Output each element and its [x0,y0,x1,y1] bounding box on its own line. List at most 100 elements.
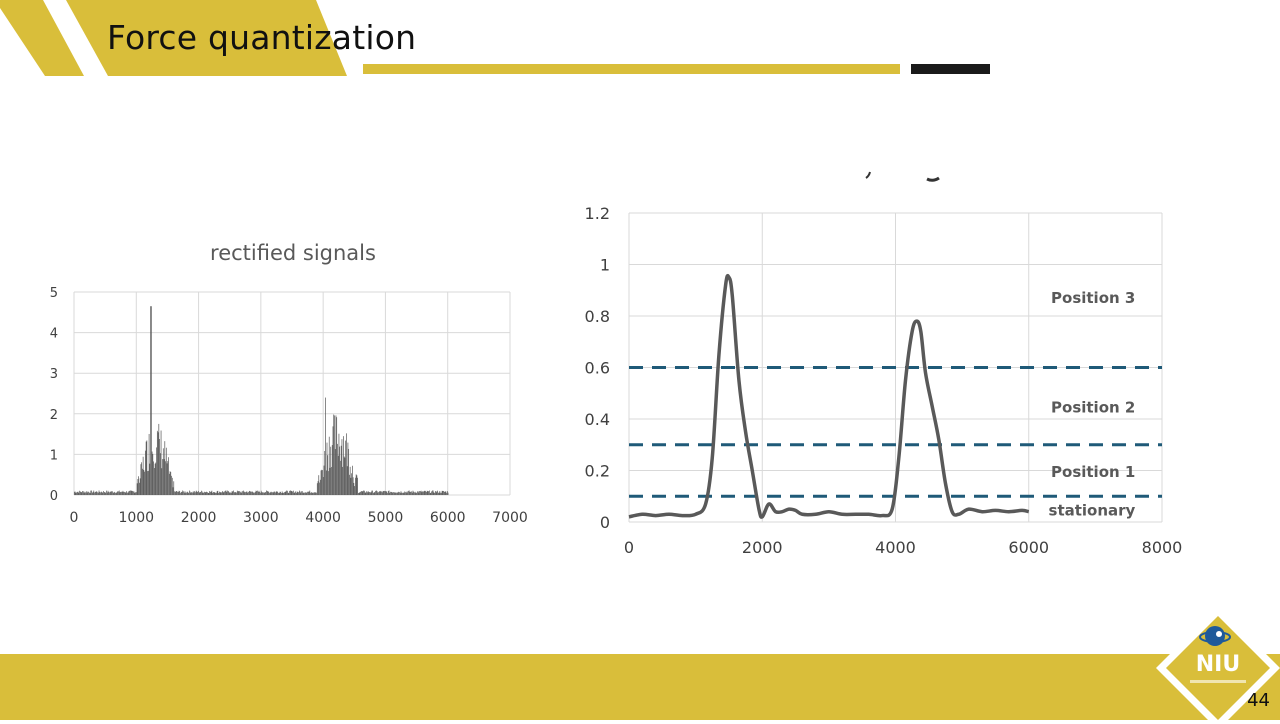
chart1-bar [88,491,89,495]
chart1-bar [111,491,113,495]
chart1-bar [426,490,428,495]
chart1-bar [186,491,188,495]
chart1-bar [183,492,185,495]
chart1-bar [181,491,183,495]
chart1-bar [251,491,253,495]
chart1-bar [319,479,321,495]
chart1-bar [356,475,358,495]
chart1-bar [372,490,373,495]
chart1-bar [307,491,309,495]
chart1-bar [419,491,421,495]
chart1-bar [296,491,298,495]
chart1-bar [127,492,128,495]
chart1-bar [438,492,440,495]
chart1-bar [425,491,427,495]
chart1-bar [272,492,274,495]
chart1-bar [94,491,96,495]
chart1-bar [281,491,283,495]
chart1-bar [103,491,104,495]
chart1-bar [125,492,127,495]
chart1-bar [155,462,157,495]
chart1-bar [434,492,435,495]
chart1-bar [114,491,116,495]
chart1-bar [249,491,251,495]
chart1-bar [98,490,100,495]
chart1-bar [409,492,411,495]
chart1-bar [162,448,164,495]
chart1-bar [174,492,176,495]
chart1-bar [226,492,228,495]
chart1-bar [299,491,301,495]
chart1-bar [352,477,354,495]
chart1-bar [262,492,264,495]
chart1-bar [148,433,150,495]
chart1-bar [335,415,337,495]
chart2-region-label: Position 2 [1051,398,1135,416]
chart1-bar [387,491,389,495]
chart1-bar [224,490,226,495]
chart1-bar [269,492,270,495]
chart1-bar [199,492,201,495]
chart1-bar [127,492,129,495]
chart1-bar [367,490,369,495]
chart1-bar [312,492,314,495]
chart1-bar [319,482,320,495]
chart1-bar [252,492,254,495]
chart1-bar [325,397,326,495]
chart1-bar [324,451,326,495]
chart1-bar [235,492,237,495]
chart1-bar [385,491,387,495]
chart1-bar [113,492,115,495]
chart1-bar [122,490,124,495]
chart1-bar [184,491,186,495]
chart1-bar [198,490,199,495]
chart1-bar [219,492,221,495]
chart1-ytick-label: 2 [50,408,58,423]
chart1-ytick-label: 0 [50,489,58,504]
chart1-bar [147,470,149,495]
chart1-bar [303,492,305,495]
chart1-bar [267,491,269,495]
chart1-bar [134,492,136,495]
chart1-bar [144,471,145,495]
chart1-bar [443,491,445,495]
chart1-bar [423,491,424,495]
chart1-bar [443,490,444,495]
chart1-bar [290,490,291,495]
chart1-bar [216,491,218,495]
chart1-bar [118,490,120,495]
chart1-bar [121,491,123,495]
chart1-bar [237,491,239,495]
chart1-bar [281,493,282,495]
chart1-bar [270,492,272,495]
chart1-bar [326,442,328,495]
chart1-bar [433,492,435,495]
chart1-bar [259,491,261,495]
chart1-bar [266,490,268,495]
chart1-bar [308,491,310,495]
chart1-bar [91,490,92,495]
chart1-bar [429,490,430,495]
chart1-bar [212,492,213,495]
chart1-bar [95,491,97,495]
chart1-bar [275,492,276,495]
chart1-bar [366,491,367,495]
chart1-bar [375,490,376,495]
chart2-xtick-label: 8000 [1142,538,1183,557]
chart2-ytick-label: 0.8 [585,307,610,326]
chart1-bar [208,492,210,495]
chart1-bar [302,493,304,495]
logo-text: NIU [1195,652,1241,677]
chart1-bar [227,490,229,495]
chart1-bar [328,471,329,495]
chart1-bar [82,491,83,495]
chart1-bar [418,492,420,495]
chart1-bar [201,490,202,495]
chart1-bar [381,491,382,495]
chart1-ytick-label: 3 [50,367,58,382]
chart1-xtick-label: 2000 [181,510,217,526]
chart1-bar [221,491,223,495]
chart1-bar [280,491,282,495]
chart1-bar [236,492,237,495]
chart1-xtick-label: 4000 [305,510,341,526]
